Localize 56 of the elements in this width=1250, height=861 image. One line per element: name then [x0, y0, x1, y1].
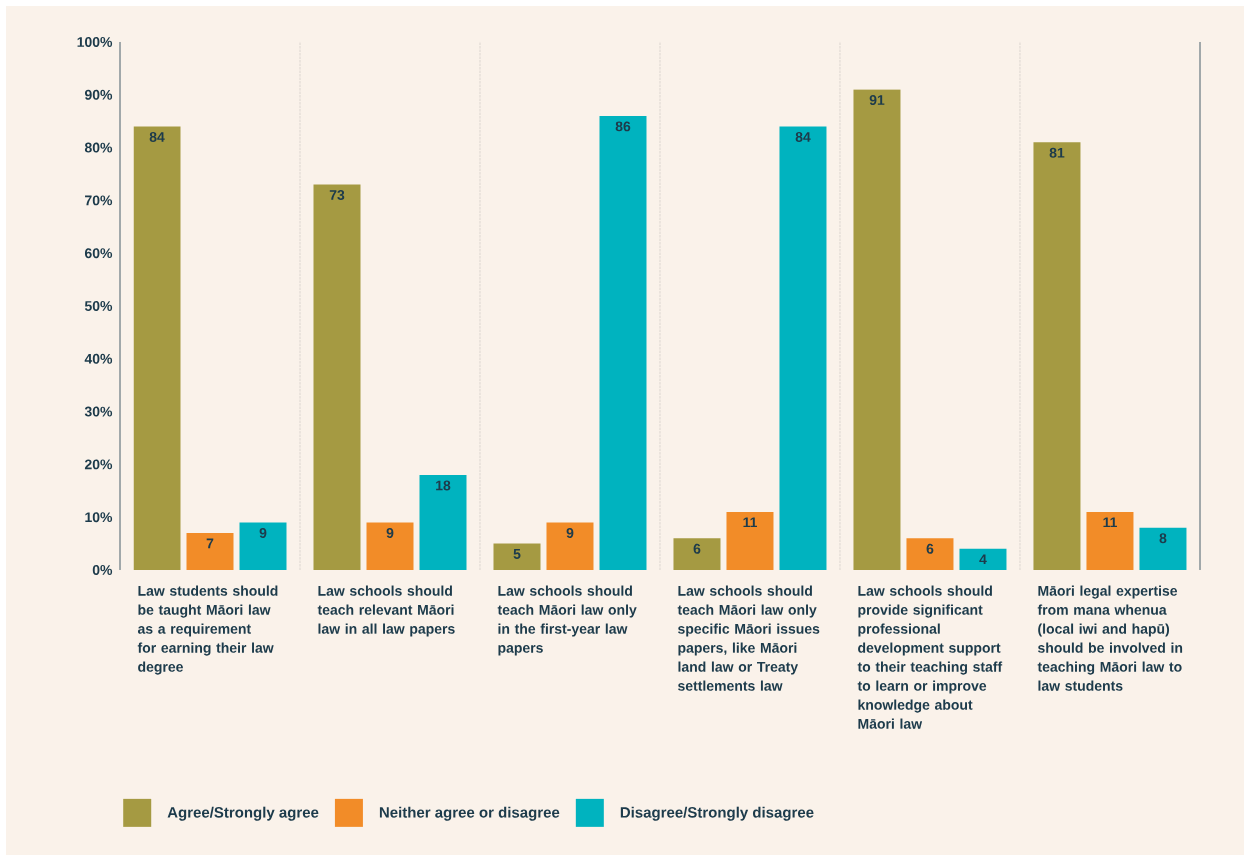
bar: [853, 89, 901, 570]
x-tick-label: Māori legal expertise from mana whenua (local iwi and hapū) should be involved in teaching Māori law to law students: [1037, 585, 1183, 691]
y-tick-label: 20%: [84, 459, 113, 470]
bar: [493, 543, 541, 570]
x-tick-label: Law schools should provide significant professional development support to their teaching staff to learn or improve knowledge about Māori law: [857, 585, 1003, 729]
data-label: 84: [149, 131, 165, 142]
bar: [546, 522, 594, 570]
bar: [726, 511, 774, 570]
x-tick-label: Law students should be taught Māori law as a requirement for earning their law degree: [137, 585, 278, 675]
bar: [959, 548, 1007, 570]
data-label: 5: [513, 549, 521, 559]
legend-label: Disagree/Strongly disagree: [620, 806, 814, 821]
y-tick-label: 60%: [84, 248, 113, 259]
y-tick-label: 0%: [92, 565, 113, 575]
data-label: 9: [259, 527, 267, 538]
y-tick-label: 10%: [85, 512, 113, 523]
y-tick-label: 50%: [84, 301, 113, 311]
y-tick-label: 30%: [84, 406, 113, 417]
data-label: 73: [329, 190, 345, 201]
bar: [133, 126, 181, 570]
data-label: 9: [386, 527, 394, 538]
y-tick-label: 100%: [77, 37, 113, 47]
bar: [599, 115, 647, 570]
bar: [419, 474, 467, 570]
x-tick-label: Law schools should teach Māori law only specific Māori issues papers, like Māori land law or Treaty settlements law: [677, 585, 820, 691]
bar: [1033, 142, 1081, 570]
y-tick-label: 70%: [85, 195, 113, 206]
bar: [673, 538, 721, 570]
bar: [366, 522, 414, 570]
data-label: 11: [1103, 517, 1117, 528]
data-label: 4: [979, 554, 987, 565]
x-tick-label: Law schools should teach relevant Māori law in all law papers: [317, 585, 455, 637]
bar: [1086, 511, 1134, 570]
bar: [313, 184, 361, 570]
y-tick-label: 40%: [84, 353, 113, 364]
data-label: 9: [566, 527, 574, 538]
bar: [906, 538, 954, 570]
data-label: 7: [206, 538, 214, 549]
data-label: 8: [1159, 533, 1167, 544]
data-label: 6: [693, 543, 701, 554]
legend-label: Agree/Strongly agree: [167, 806, 319, 821]
bar: [779, 126, 827, 570]
data-label: 84: [795, 131, 811, 142]
x-tick-label: Law schools should teach Māori law only in the first-year law papers: [497, 585, 637, 656]
data-label: 81: [1049, 147, 1065, 158]
data-label: 11: [743, 517, 757, 528]
y-tick-label: 80%: [84, 142, 113, 153]
data-label: 18: [436, 480, 451, 491]
bar: [239, 522, 287, 570]
data-label: 6: [926, 543, 934, 554]
legend-label: Neither agree or disagree: [379, 806, 560, 821]
bar: [186, 533, 234, 570]
bar: [1139, 527, 1187, 570]
data-label: 91: [869, 95, 885, 105]
data-label: 86: [615, 121, 631, 132]
y-tick-label: 90%: [84, 89, 113, 100]
